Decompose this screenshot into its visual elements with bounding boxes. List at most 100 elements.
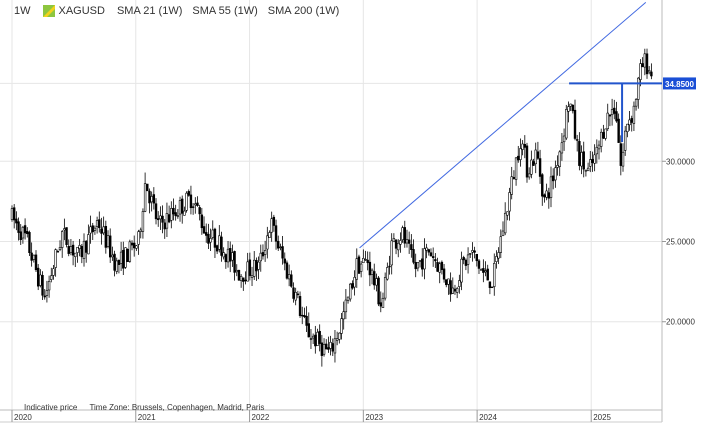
candle-body: [377, 277, 380, 305]
candle: [338, 332, 341, 344]
candle: [486, 264, 489, 281]
candle-body: [196, 202, 199, 206]
candle-body: [108, 235, 112, 258]
candle: [493, 253, 496, 296]
candle-body: [634, 99, 638, 107]
candle: [148, 188, 151, 214]
candle: [290, 270, 293, 288]
candle-body: [165, 213, 169, 229]
candle: [58, 240, 62, 252]
indicative-price-note: Indicative price: [24, 403, 78, 412]
candle-body: [244, 279, 247, 282]
candle-body: [527, 173, 531, 178]
candle-body: [194, 203, 197, 206]
candle: [562, 128, 566, 151]
candle-body: [458, 280, 461, 287]
candle: [440, 260, 444, 275]
candle-body: [429, 252, 433, 257]
symbol-label[interactable]: XAGUSD: [58, 5, 105, 17]
candle: [69, 238, 73, 256]
candle-body: [599, 131, 603, 147]
candle: [575, 134, 579, 152]
candle: [615, 101, 618, 123]
candle: [82, 233, 86, 267]
candle: [272, 214, 276, 232]
candle: [412, 239, 415, 265]
candle-body: [637, 77, 640, 100]
candle: [593, 144, 596, 172]
candle: [104, 220, 108, 254]
candle-body: [575, 139, 579, 141]
candle-body: [222, 252, 225, 258]
candle-body: [545, 190, 548, 198]
candle: [139, 227, 142, 239]
candle-body: [414, 262, 417, 270]
candle-body: [161, 215, 164, 223]
candle-body: [322, 344, 326, 355]
candle-body: [307, 323, 310, 338]
candle-body: [126, 249, 129, 263]
candle-body: [67, 246, 70, 254]
candle-body: [386, 267, 389, 280]
candle: [26, 227, 29, 238]
candle-body: [381, 297, 385, 308]
candle: [469, 253, 472, 258]
candle-body: [632, 105, 636, 124]
candle: [327, 336, 330, 353]
candle-body: [205, 232, 208, 236]
candle: [512, 170, 516, 180]
candle: [115, 257, 118, 275]
candle: [543, 193, 546, 203]
candle: [482, 259, 485, 283]
candle-body: [250, 275, 254, 278]
candle-body: [36, 267, 40, 287]
candle-body: [226, 248, 230, 263]
candle-body: [325, 343, 328, 350]
candle-body: [375, 278, 378, 286]
candle: [202, 216, 206, 234]
candle-body: [28, 232, 31, 253]
x-tick-label: 2023: [365, 413, 383, 422]
candle-body: [449, 280, 452, 295]
indicator-sma-55[interactable]: SMA 55 (1W): [192, 5, 258, 17]
candle-body: [218, 235, 221, 250]
candle-body: [530, 159, 533, 175]
candle: [582, 141, 585, 178]
candle: [364, 250, 367, 261]
indicator-sma-200[interactable]: SMA 200 (1W): [267, 5, 340, 17]
candle-body: [571, 104, 575, 112]
candle: [521, 140, 524, 156]
candle-body: [329, 341, 332, 349]
candle-body: [63, 228, 66, 231]
candle-body: [119, 251, 123, 264]
interval-label[interactable]: 1W: [14, 5, 31, 17]
candle: [357, 254, 361, 274]
candle: [645, 48, 649, 79]
candle: [349, 282, 352, 302]
candle-body: [207, 233, 210, 244]
candle: [141, 208, 145, 239]
candle: [292, 282, 295, 303]
candle: [508, 187, 511, 221]
candle-body: [623, 130, 627, 151]
candle: [309, 328, 313, 350]
candle: [80, 243, 84, 264]
candle: [89, 215, 92, 244]
chart-footer-note: Indicative price Time Zone: Brussels, Co…: [24, 403, 274, 412]
candle-body: [510, 176, 513, 195]
candle-body: [261, 252, 265, 257]
candle-body: [460, 258, 463, 283]
candle: [119, 241, 123, 271]
candle: [39, 269, 42, 288]
candle: [488, 281, 492, 295]
candle: [268, 230, 271, 238]
candle-body: [602, 132, 605, 139]
candle: [495, 250, 498, 269]
candle-body: [628, 119, 631, 126]
candle-body: [558, 151, 561, 167]
candle-body: [436, 262, 439, 272]
indicator-sma-21[interactable]: SMA 21 (1W): [116, 5, 183, 17]
candle-body: [442, 268, 446, 280]
